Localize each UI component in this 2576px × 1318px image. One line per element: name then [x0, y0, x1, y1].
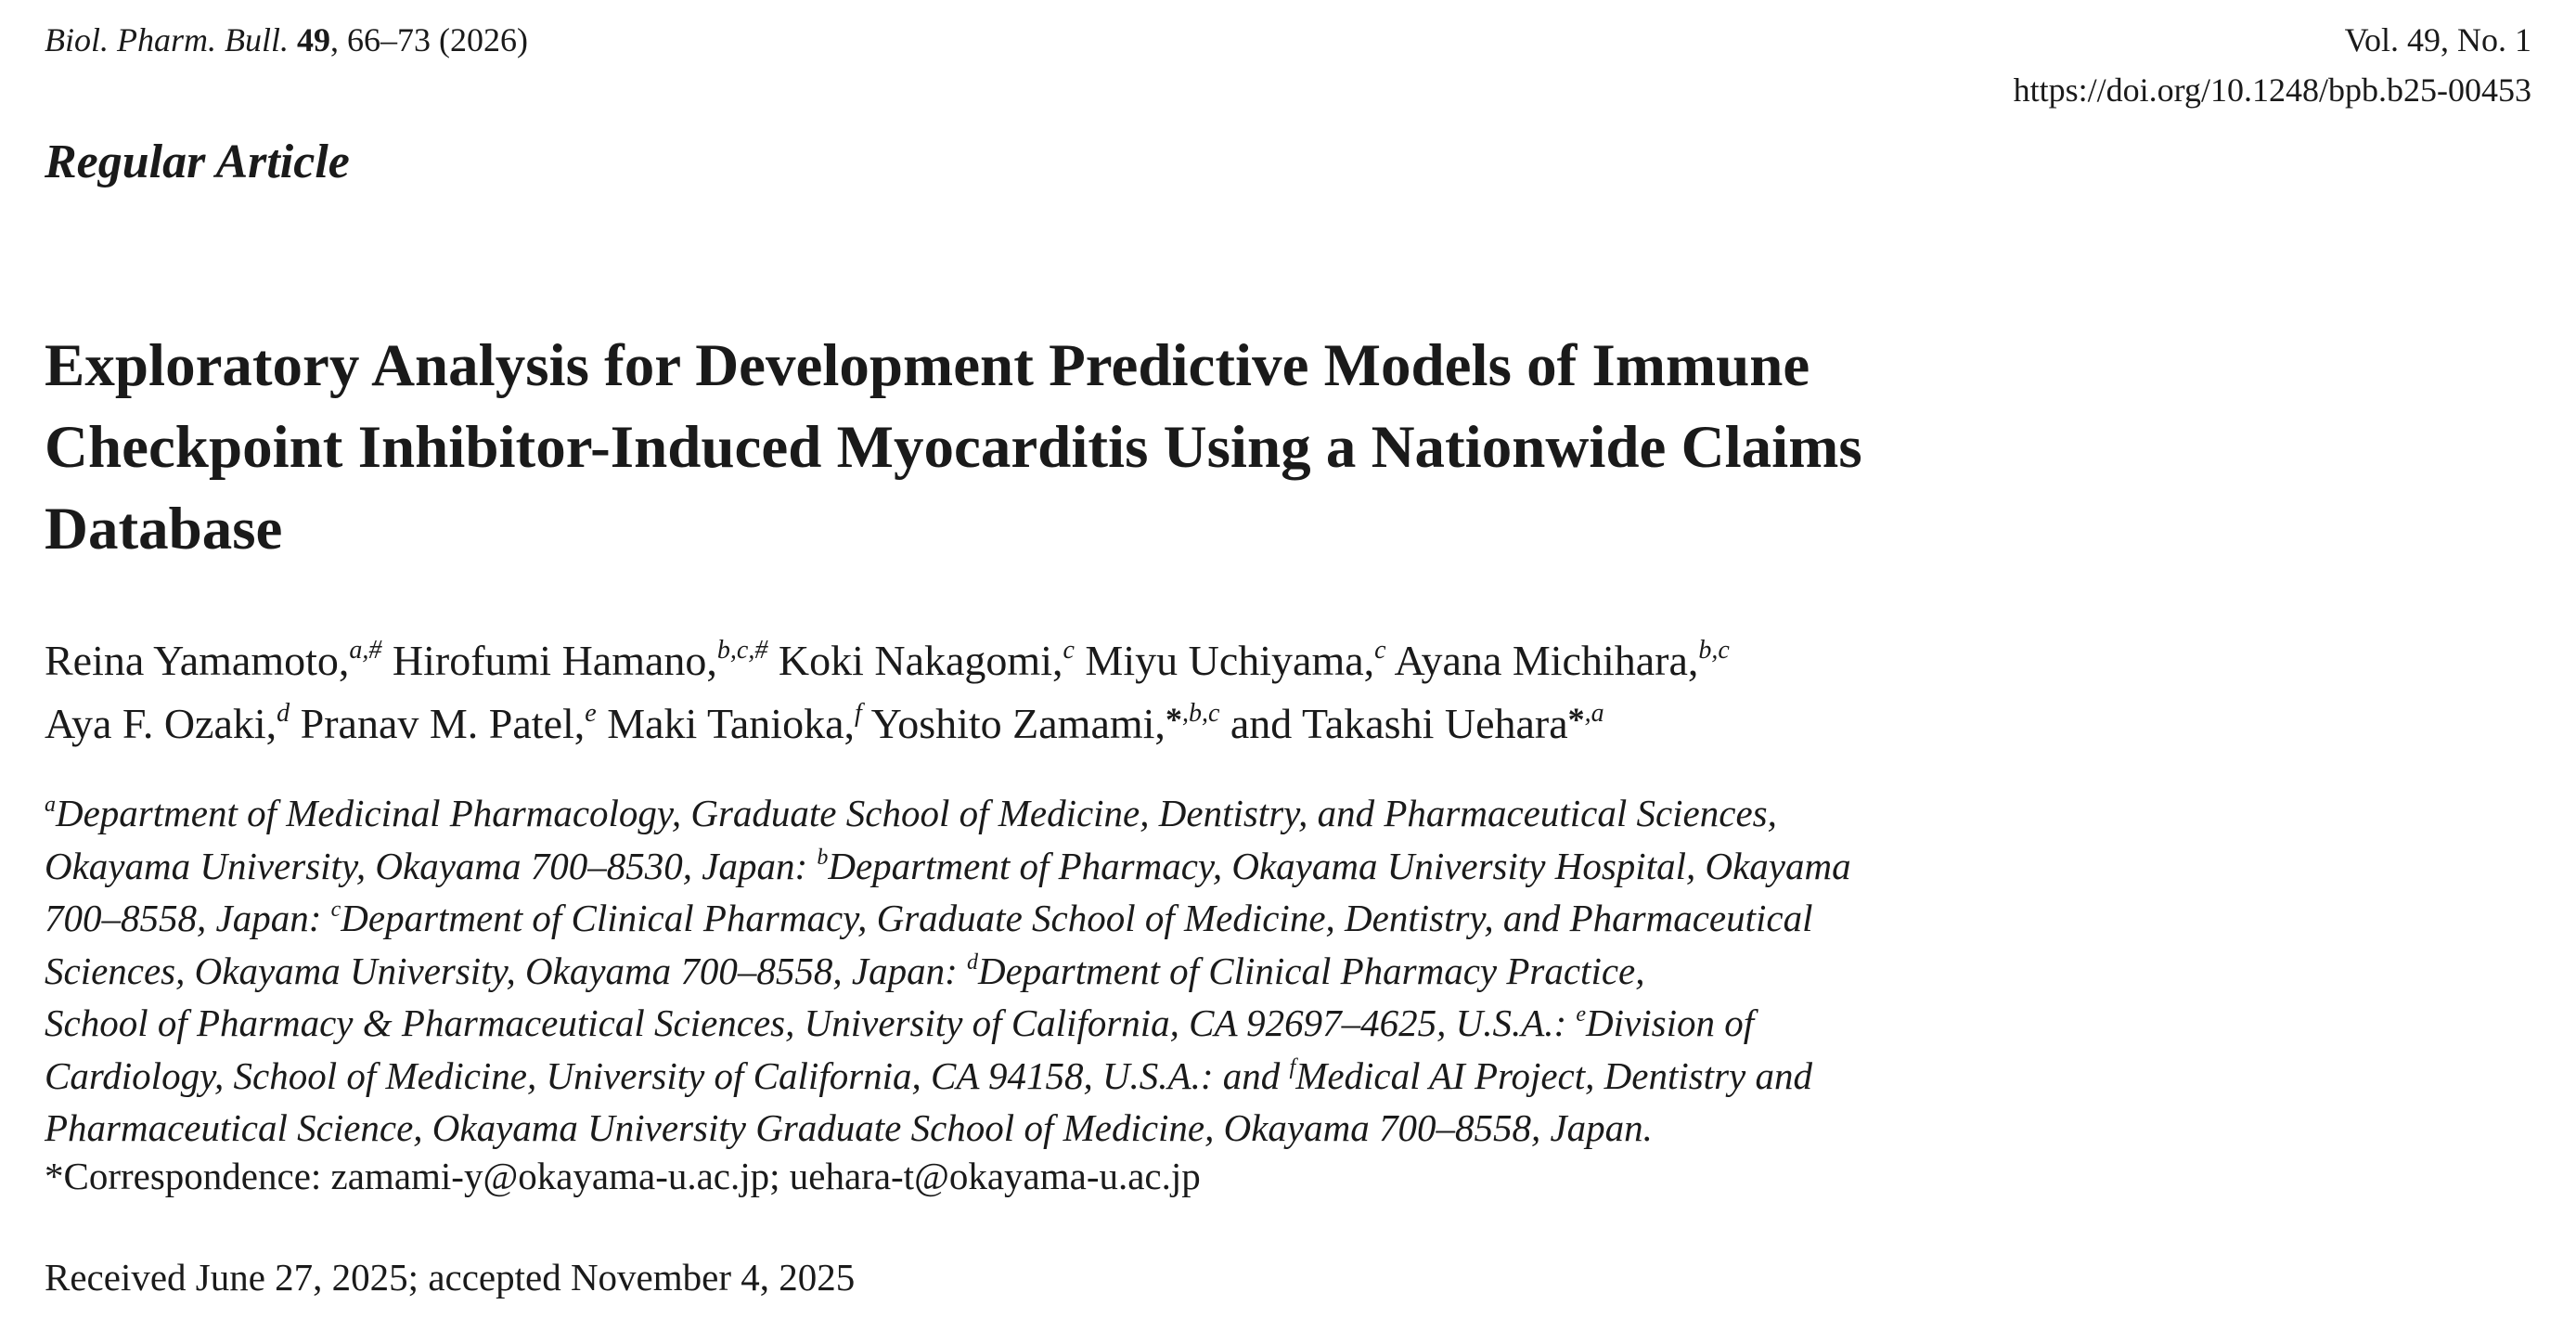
affiliation-text: Medical AI Project, Dentistry and — [1295, 1053, 1812, 1097]
affiliation-text: Pharmaceutical Science, Okayama Universi… — [45, 1106, 1653, 1149]
author-affiliation-mark: c — [1063, 636, 1075, 665]
affiliation-mark: b — [817, 845, 829, 870]
received-dates: Received June 27, 2025; accepted Novembe… — [45, 1256, 856, 1299]
affiliation-mark: c — [330, 898, 341, 922]
author-name: Yoshito Zamami, — [861, 700, 1166, 747]
affiliation-text: 700–8558, Japan: — [45, 897, 331, 939]
affiliation-text: Department of Clinical Pharmacy Practice… — [978, 949, 1645, 992]
affiliation-mark: e — [1576, 1002, 1587, 1027]
author-affiliation-mark: b,c — [1698, 636, 1730, 665]
author-line: Reina Yamamoto,a,# Hirofumi Hamano,b,c,#… — [45, 629, 1730, 692]
title-line: Exploratory Analysis for Development Pre… — [45, 332, 1810, 399]
affiliation-text: Okayama University, Okayama 700–8530, Ja… — [45, 844, 818, 887]
affiliation-mark: f — [1289, 1054, 1296, 1079]
author-list: Reina Yamamoto,a,# Hirofumi Hamano,b,c,#… — [45, 629, 1730, 756]
affiliation-line: School of Pharmacy & Pharmaceutical Scie… — [45, 997, 1851, 1050]
affiliation-text: Department of Medicinal Pharmacology, Gr… — [56, 792, 1777, 834]
volume-issue: Vol. 49, No. 1 — [2344, 21, 2531, 58]
affiliation-text: Cardiology, School of Medicine, Universi… — [45, 1053, 1290, 1097]
affiliation-line: Cardiology, School of Medicine, Universi… — [45, 1050, 1851, 1103]
correspondence: *Correspondence: zamami-y@okayama-u.ac.j… — [45, 1155, 1201, 1197]
author-name: and Takashi Uehara — [1219, 700, 1568, 747]
author-name: Pranav M. Patel, — [290, 700, 586, 747]
author-name: Aya F. Ozaki, — [45, 700, 277, 747]
journal-pages-year: , 66–73 (2026) — [330, 21, 528, 58]
author-name: Maki Tanioka, — [596, 700, 855, 747]
affiliation-line: 700–8558, Japan: cDepartment of Clinical… — [45, 892, 1851, 945]
author-name: Hirofumi Hamano, — [381, 637, 717, 684]
affiliation-line: Sciences, Okayama University, Okayama 70… — [45, 945, 1851, 998]
affiliation-mark: d — [967, 950, 978, 975]
affiliation-text: School of Pharmacy & Pharmaceutical Scie… — [45, 1001, 1577, 1044]
affiliation-text: Division of — [1586, 1001, 1755, 1044]
author-affiliation-mark: ,b,c — [1181, 699, 1220, 728]
author-affiliation-mark: e — [585, 699, 597, 728]
corresponding-mark: * — [1567, 701, 1585, 738]
title-line: Database — [45, 496, 283, 562]
affiliation-line: aDepartment of Medicinal Pharmacology, G… — [45, 787, 1851, 840]
affiliations: aDepartment of Medicinal Pharmacology, G… — [45, 787, 1851, 1155]
article-type: Regular Article — [45, 136, 350, 188]
author-line: Aya F. Ozaki,d Pranav M. Patel,e Maki Ta… — [45, 692, 1730, 756]
author-affiliation-mark: f — [855, 699, 862, 728]
author-affiliation-mark: c — [1374, 636, 1386, 665]
author-name: Koki Nakagomi, — [767, 637, 1063, 684]
author-name: Ayana Michihara, — [1385, 637, 1699, 684]
author-affiliation-mark: b,c,# — [716, 636, 768, 665]
corresponding-mark: * — [1165, 701, 1182, 738]
affiliation-text: Sciences, Okayama University, Okayama 70… — [45, 949, 967, 992]
title-line: Checkpoint Inhibitor-Induced Myocarditis… — [45, 414, 1862, 481]
affiliation-mark: a — [45, 793, 56, 817]
affiliation-line: Pharmaceutical Science, Okayama Universi… — [45, 1102, 1851, 1155]
author-name: Reina Yamamoto, — [45, 637, 350, 684]
author-affiliation-mark: a,# — [349, 636, 382, 665]
author-name: Miyu Uchiyama, — [1074, 637, 1375, 684]
journal-abbrev: Biol. Pharm. Bull. — [45, 21, 289, 58]
journal-citation: Biol. Pharm. Bull. 49, 66–73 (2026) — [45, 20, 528, 59]
affiliation-text: Department of Pharmacy, Okayama Universi… — [828, 844, 1851, 887]
author-affiliation-mark: d — [277, 699, 290, 728]
author-affiliation-mark: ,a — [1584, 699, 1604, 728]
doi-link[interactable]: https://doi.org/10.1248/bpb.b25-00453 — [2013, 71, 2531, 109]
affiliation-text: Department of Clinical Pharmacy, Graduat… — [341, 897, 1813, 939]
affiliation-line: Okayama University, Okayama 700–8530, Ja… — [45, 840, 1851, 893]
journal-volume: 49 — [297, 21, 330, 58]
article-title: Exploratory Analysis for Development Pre… — [45, 325, 2364, 570]
